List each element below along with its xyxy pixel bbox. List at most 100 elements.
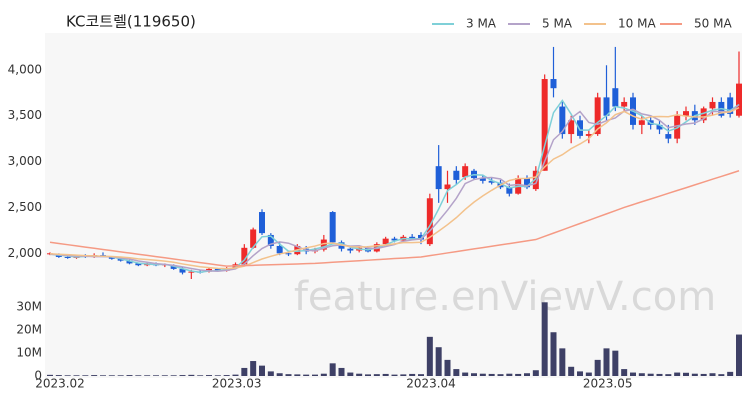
y-tick-label: 10M — [16, 345, 42, 359]
candle-body — [347, 248, 354, 251]
y-tick-label: 0 — [34, 369, 42, 383]
volume-bar — [665, 374, 672, 376]
volume-bar — [462, 372, 469, 376]
volume-bar — [674, 372, 681, 376]
ma-line — [49, 106, 740, 270]
volume-bar — [559, 348, 566, 376]
volume-bar — [312, 374, 318, 376]
y-tick-label: 20M — [16, 322, 42, 336]
volume-bar — [241, 367, 248, 376]
candle-body — [665, 134, 672, 139]
volume-bar — [188, 374, 195, 376]
volume-bar — [153, 375, 159, 376]
candle-body — [435, 166, 442, 190]
volume-bar — [497, 374, 504, 376]
chart-title: KC코트렐(119650) — [66, 13, 196, 31]
plot-background — [45, 33, 742, 378]
y-tick-label: 3,000 — [8, 154, 42, 168]
candle-body — [568, 120, 575, 135]
volume-bar — [736, 334, 742, 376]
volume-bar — [727, 371, 734, 376]
volume-bar — [488, 373, 495, 376]
candle-body — [488, 180, 495, 183]
legend-label: 5 MA — [542, 17, 573, 31]
legend-label: 3 MA — [466, 17, 497, 31]
x-tick-label: 2023.03 — [212, 377, 262, 391]
volume-bar — [471, 373, 477, 376]
candle-body — [603, 97, 610, 116]
volume-bar — [338, 367, 345, 376]
candle-body — [382, 238, 389, 245]
candle-body — [170, 265, 177, 269]
candle-body — [64, 256, 71, 258]
volume-bar — [638, 373, 645, 376]
candle-body — [391, 238, 398, 241]
candle-body — [276, 245, 283, 254]
volume-bar — [347, 372, 354, 376]
candle-body — [453, 170, 460, 180]
candle-body — [727, 97, 734, 114]
candle-body — [418, 234, 424, 240]
volume-bar — [373, 374, 380, 376]
volume-bar — [223, 375, 230, 376]
volume-bar — [267, 371, 274, 376]
volume-bar — [568, 366, 575, 376]
candle-body — [700, 108, 707, 121]
volume-bar — [285, 374, 292, 376]
candle-body — [638, 120, 645, 125]
volume-bar — [453, 369, 460, 376]
volume-bar — [161, 375, 168, 376]
volume-bar — [135, 375, 142, 376]
volume-bar — [303, 374, 310, 376]
y-tick-label: 4,000 — [8, 62, 42, 76]
volume-bar — [532, 370, 539, 376]
volume-bar — [612, 350, 619, 376]
volume-bar — [276, 373, 283, 376]
candle-body — [259, 212, 265, 234]
volume-bar — [585, 372, 592, 376]
volume-bar — [170, 375, 177, 376]
candle-body — [462, 166, 469, 178]
candle-body — [267, 234, 274, 246]
volume-bar — [718, 374, 725, 376]
volume-bar — [206, 375, 212, 376]
volume-bar — [435, 347, 442, 376]
candle-body — [444, 184, 451, 190]
volume-bar — [365, 374, 371, 376]
candle-body — [241, 247, 248, 265]
volume-bar — [356, 373, 363, 376]
candle-body — [188, 271, 195, 273]
volume-bar — [197, 375, 204, 376]
candle-body — [612, 88, 619, 107]
x-tick-label: 2023.04 — [406, 377, 456, 391]
volume-bar — [418, 374, 424, 376]
y-tick-label: 3,500 — [8, 108, 42, 122]
x-tick-label: 2023.02 — [35, 377, 85, 391]
candle-body — [320, 239, 327, 250]
volume-bar — [409, 373, 416, 376]
volume-bar — [382, 373, 389, 376]
watermark: feature.enViewV.com — [294, 274, 716, 320]
volume-bar — [47, 374, 53, 376]
candle-body — [479, 178, 486, 181]
candle-body — [656, 124, 663, 130]
volume-bar — [391, 374, 398, 376]
candle-body — [532, 170, 539, 190]
candle-body — [214, 268, 221, 271]
candle-body — [559, 106, 566, 135]
volume-bar — [232, 374, 239, 376]
y-tick-label: 2,000 — [8, 246, 42, 260]
volume-bar — [594, 359, 601, 376]
volume-bar — [179, 375, 186, 376]
volume-bar — [656, 373, 663, 376]
volume-bar — [647, 373, 654, 376]
volume-bar — [691, 373, 698, 376]
candle-body — [621, 101, 628, 107]
volume-bar — [91, 375, 98, 376]
volume-bar — [55, 375, 62, 376]
volume-bar — [683, 372, 689, 376]
legend-label: 50 MA — [694, 17, 732, 31]
candle-body — [541, 79, 548, 171]
